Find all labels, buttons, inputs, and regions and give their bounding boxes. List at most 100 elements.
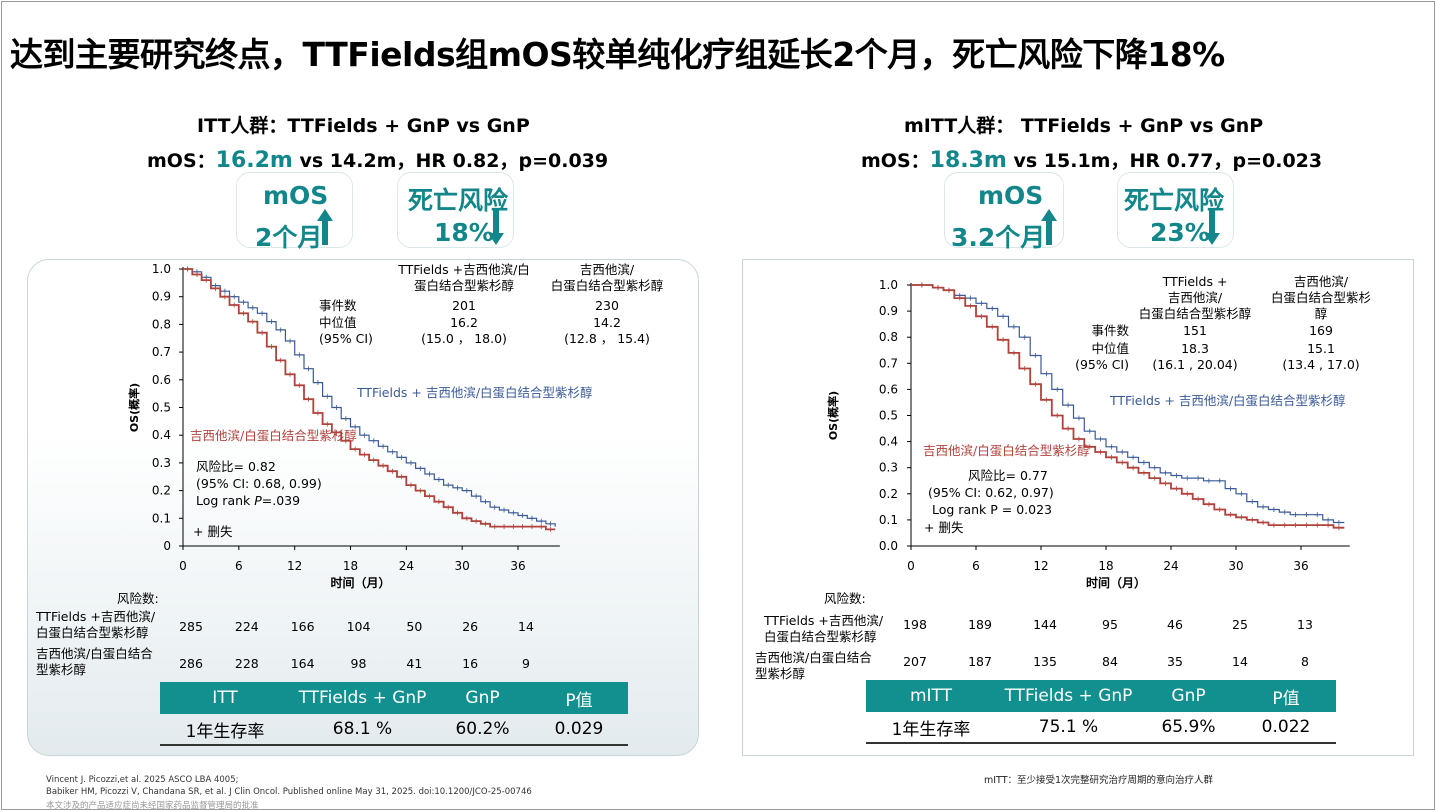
log-rank-p: Log rank P=.039 [196,493,300,508]
right-callout-mos-value: 3.2个月 [951,223,1046,252]
censor-mark [1217,506,1223,512]
table-cell: 0.029 [530,714,628,746]
censor-mark [492,524,498,530]
median-table-header: 吉西他滨/白蛋白结合型紫杉醇 [1271,274,1371,321]
censor-mark [1043,371,1049,377]
censor-mark [1054,386,1060,392]
censor-mark [222,288,228,294]
censor-mark [231,302,237,308]
risk-table-value: 46 [1167,617,1183,632]
x-tick-label: 24 [399,559,414,573]
table-header-cell: ITT [160,682,290,714]
censor-mark [510,510,516,516]
x-tick-label: 18 [1098,559,1113,573]
y-tick-label: 0.9 [879,304,898,318]
censor-mark [548,521,554,527]
censor-mark [213,285,219,291]
right-mos-prefix: mOS： [861,150,930,172]
series-label-ttfields: TTFields + 吉西他滨/白蛋白结合型紫杉醇 [1109,393,1346,408]
censor-mark [492,504,498,510]
censor-mark [1076,415,1082,421]
censor-mark [296,382,302,388]
censor-mark [427,493,433,499]
censor-mark [1000,313,1006,319]
median-table-value: 14.2 [593,315,621,330]
censor-mark [427,471,433,477]
censor-mark [1130,454,1136,460]
arrow-up-icon [1041,209,1057,245]
censor-mark [1228,486,1234,492]
median-table-value: 169 [1309,323,1333,338]
y-tick-label: 0.6 [152,373,171,387]
table-cell: 0.022 [1236,712,1336,744]
reference-1: Vincent J. Picozzi,et al. 2025 ASCO LBA … [46,775,239,785]
censor-mark [380,463,386,469]
censor-mark [1238,491,1244,497]
censor-mark [538,524,544,530]
right-table-header-row: mITT TTFields + GnP GnP P值 [866,680,1336,712]
right-risk-callout: 死亡风险 23% [1117,172,1234,248]
censor-mark [334,429,340,435]
censor-mark [389,468,395,474]
risk-table-value: 50 [406,619,422,634]
right-subtitle: mITT人群： TTFields + GnP vs GnP [904,115,1264,137]
censor-mark [1238,514,1244,520]
series-label-ttfields: TTFields + 吉西他滨/白蛋白结合型紫杉醇 [356,385,593,400]
risk-table-row-label: TTFields +吉西他滨/白蛋白结合型紫杉醇 [763,613,884,644]
censor-mark [1260,520,1266,526]
table-cell: 68.1 % [290,714,435,746]
x-axis-label: 时间（月） [1086,575,1146,590]
median-table-value: (15.0 ， 18.0) [421,331,507,346]
censor-mark [538,518,544,524]
censor-mark [1314,522,1320,528]
censor-mark [352,446,358,452]
y-tick-label: 0.5 [152,401,171,415]
median-table-header: TTFields +吉西他滨/白蛋白结合型紫杉醇 [1139,274,1252,321]
median-table-value: (16.1 , 20.04) [1152,357,1237,372]
censor-mark [352,424,358,430]
censor-mark [1195,496,1201,502]
table-header-cell: GnP [1141,680,1236,712]
left-mos-highlight: 16.2m [215,148,293,173]
censor-mark [548,526,554,532]
left-table-row: 1年生存率 68.1 % 60.2% 0.029 [160,714,628,746]
series-label-gnp: 吉西他滨/白蛋白结合型紫杉醇 [923,443,1090,458]
censor-mark [287,338,293,344]
median-table-value: 15.1 [1307,341,1335,356]
risk-table-value: 164 [291,656,315,671]
censor-mark [259,310,265,316]
median-table-value: 16.2 [450,315,478,330]
median-table-row-label: 中位值 [319,315,357,330]
y-tick-label: 1.0 [152,262,171,276]
median-table-value: 201 [452,298,476,313]
censor-mark [1163,480,1169,486]
left-mos-prefix: mOS： [147,150,216,172]
censor-mark [1206,501,1212,507]
censor-mark [334,405,340,410]
right-callout-mos-label: mOS [978,181,1044,210]
censor-mark [222,294,228,300]
censor-mark [343,416,349,422]
x-tick-label: 12 [287,559,302,573]
risk-table-title: 风险数: [824,591,866,606]
censor-mark [1000,337,1006,343]
censor-mark [1065,426,1071,432]
risk-table-value: 135 [1033,654,1057,669]
censor-mark [399,454,405,460]
median-table-header: 吉西他滨/白蛋白结合型紫杉醇 [551,262,664,293]
censor-mark [473,493,479,499]
censor-mark [1141,459,1147,465]
censor-mark [1249,517,1255,523]
censor-mark [371,457,377,463]
censor-mark [464,488,470,494]
hazard-ratio-ci: (95% CI: 0.62, 0.97) [928,485,1054,500]
censor-mark [324,393,330,399]
censor-mark [989,324,995,330]
censor-mark [501,507,507,513]
censor-mark [1184,491,1190,497]
censor-mark [1011,350,1017,356]
y-tick-label: 0.9 [152,290,171,304]
censor-mark [1206,478,1212,484]
censor-mark [315,410,321,416]
